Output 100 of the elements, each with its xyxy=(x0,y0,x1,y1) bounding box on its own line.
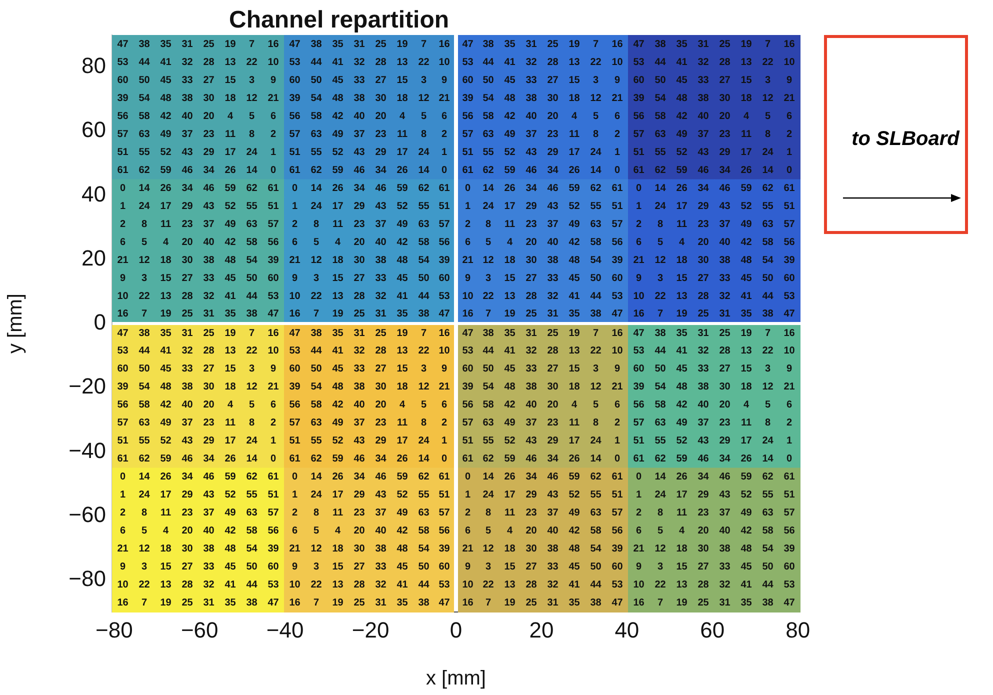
data-label: 57 xyxy=(462,128,474,140)
data-label: 42 xyxy=(224,237,236,248)
data-label: 40 xyxy=(182,110,194,122)
data-label: 62 xyxy=(654,453,666,464)
data-label: 28 xyxy=(547,56,559,68)
data-label: 45 xyxy=(224,562,236,573)
data-label: 35 xyxy=(676,328,688,340)
data-label: 27 xyxy=(698,273,710,284)
data-label: 6 xyxy=(441,110,448,122)
data-label: 50 xyxy=(246,562,258,573)
data-label: 49 xyxy=(740,508,752,519)
data-label: 49 xyxy=(396,508,408,519)
data-label: 53 xyxy=(462,56,474,68)
data-label: 23 xyxy=(203,417,215,428)
data-label: 12 xyxy=(654,544,666,555)
data-label: 43 xyxy=(547,201,559,212)
data-label: 28 xyxy=(182,580,194,591)
y-tick-label: 40 xyxy=(82,181,106,206)
data-label: 50 xyxy=(482,74,494,86)
y-tick-label: 20 xyxy=(82,245,106,270)
data-label: 12 xyxy=(482,255,494,266)
data-label: 9 xyxy=(636,273,642,284)
data-label: 53 xyxy=(438,580,450,591)
data-label: 48 xyxy=(224,544,236,555)
data-label: 23 xyxy=(547,417,559,428)
data-label: 40 xyxy=(203,237,215,248)
data-label: 20 xyxy=(526,526,538,537)
data-label: 1 xyxy=(292,490,298,501)
data-label: 61 xyxy=(268,183,280,194)
data-label: 39 xyxy=(633,92,645,104)
data-label: 14 xyxy=(654,472,666,483)
data-label: 3 xyxy=(657,273,664,284)
data-label: 30 xyxy=(182,544,194,555)
data-label: 15 xyxy=(224,74,236,86)
data-label: 30 xyxy=(354,255,366,266)
data-label: 18 xyxy=(676,544,688,555)
data-label: 45 xyxy=(224,273,236,284)
data-label: 50 xyxy=(762,273,774,284)
data-label: 31 xyxy=(526,328,538,340)
data-label: 5 xyxy=(141,526,148,537)
data-label: 42 xyxy=(160,110,172,122)
data-label: 53 xyxy=(438,291,450,302)
data-label: 56 xyxy=(784,526,796,537)
data-label: 32 xyxy=(182,345,194,356)
data-label: 58 xyxy=(482,110,494,122)
data-label: 44 xyxy=(138,345,150,356)
data-label: 40 xyxy=(719,237,731,248)
data-label: 22 xyxy=(418,56,430,68)
data-label: 19 xyxy=(224,328,236,340)
data-label: 46 xyxy=(547,183,559,194)
data-label: 22 xyxy=(482,291,494,302)
data-label: 43 xyxy=(719,490,731,501)
data-label: 23 xyxy=(526,508,538,519)
data-label: 8 xyxy=(657,219,664,230)
data-label: 17 xyxy=(224,146,236,158)
data-label: 29 xyxy=(182,490,194,501)
data-label: 57 xyxy=(784,508,796,519)
data-label: 42 xyxy=(740,526,752,537)
data-label: 28 xyxy=(203,56,215,68)
data-label: 5 xyxy=(420,110,427,122)
data-label: 48 xyxy=(740,544,752,555)
data-label: 61 xyxy=(462,164,474,176)
data-label: 2 xyxy=(441,417,448,428)
data-label: 22 xyxy=(654,580,666,591)
data-label: 15 xyxy=(568,363,580,374)
data-label: 24 xyxy=(418,146,430,158)
data-label: 12 xyxy=(138,544,150,555)
data-label: 44 xyxy=(762,291,774,302)
data-label: 7 xyxy=(592,328,599,340)
data-label: 10 xyxy=(268,345,280,356)
data-label: 11 xyxy=(740,128,752,140)
data-label: 41 xyxy=(740,291,752,302)
data-label: 63 xyxy=(418,508,430,519)
data-label: 31 xyxy=(182,38,194,50)
data-label: 0 xyxy=(441,164,448,176)
data-label: 57 xyxy=(268,508,280,519)
data-label: 49 xyxy=(332,417,344,428)
data-label: 29 xyxy=(203,435,215,446)
data-label: 58 xyxy=(762,526,774,537)
data-label: 39 xyxy=(117,92,129,104)
data-label: 60 xyxy=(117,363,129,374)
data-label: 39 xyxy=(438,544,450,555)
data-label: 56 xyxy=(289,399,301,410)
data-label: 59 xyxy=(568,472,580,483)
data-label: 38 xyxy=(547,255,559,266)
data-label: 21 xyxy=(438,92,450,104)
data-label: 40 xyxy=(526,399,538,410)
data-label: 54 xyxy=(654,92,666,104)
data-label: 61 xyxy=(438,183,450,194)
data-label: 44 xyxy=(246,580,258,591)
data-label: 18 xyxy=(504,544,516,555)
data-label: 43 xyxy=(354,435,366,446)
data-label: 26 xyxy=(504,472,516,483)
data-label: 5 xyxy=(420,399,427,410)
data-label: 34 xyxy=(375,164,387,176)
data-label: 44 xyxy=(310,56,322,68)
data-label: 55 xyxy=(138,435,150,446)
data-label: 47 xyxy=(784,598,796,609)
data-label: 60 xyxy=(633,74,645,86)
data-label: 24 xyxy=(310,490,322,501)
